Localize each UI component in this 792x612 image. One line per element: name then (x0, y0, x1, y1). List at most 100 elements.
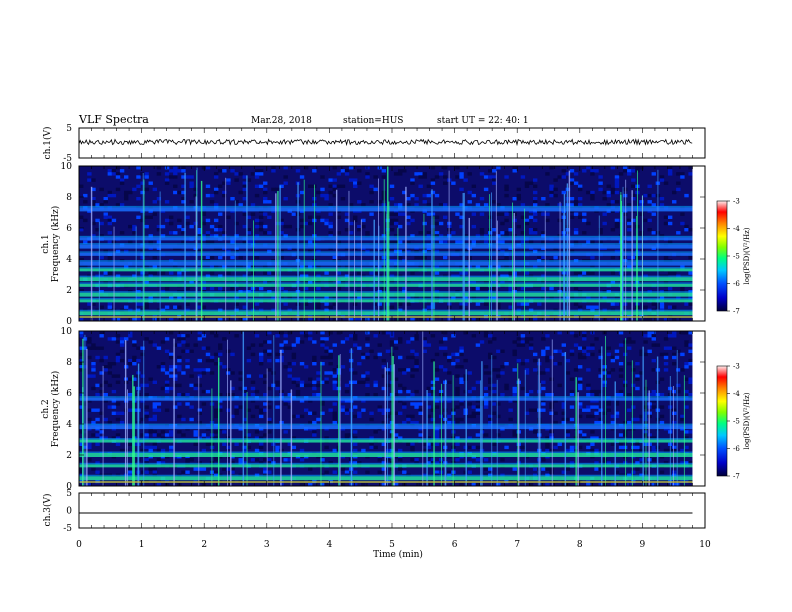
spec-noise-cell (434, 377, 440, 381)
spec-sferic (173, 338, 175, 486)
spec-sferic (303, 179, 305, 321)
spec-noise-cell (672, 305, 677, 309)
spec-noise-cell (659, 377, 665, 381)
spec-noise-cell (308, 215, 313, 219)
spec-noise-cell (385, 414, 391, 419)
spec-noise-cell (250, 414, 256, 419)
spec-noise-cell (442, 215, 448, 219)
spec-noise-cell (83, 193, 88, 198)
spec-sferic (393, 364, 395, 486)
spec-sferic (622, 186, 624, 321)
spec-noise-cell (528, 228, 534, 232)
spec-sferic (625, 338, 627, 486)
spec-noise-cell (308, 317, 313, 322)
spec-noise-cell (573, 203, 579, 207)
spec-noise-cell (164, 482, 170, 487)
spec-noise-cell (79, 365, 84, 369)
spec-noise-cell (320, 343, 325, 347)
spec-noise-cell (353, 430, 358, 434)
spec-noise-cell (549, 402, 554, 406)
spec-noise-cell (164, 380, 170, 384)
spec-noise-cell (549, 411, 554, 415)
spec-noise-cell (213, 203, 219, 207)
spec-noise-cell (353, 470, 358, 474)
spec-noise-cell (393, 172, 399, 176)
spec-noise-cell (185, 175, 190, 179)
spec-noise-cell (455, 365, 460, 369)
spec-noise-cell (299, 190, 305, 195)
spec-noise-cell (487, 417, 493, 422)
spec-noise-cell (230, 255, 235, 260)
spec-sferic (563, 213, 565, 321)
spec-noise-cell (152, 402, 158, 406)
spec-noise-cell (528, 337, 534, 341)
spec-noise-cell (267, 420, 272, 425)
ch2-spec-ylabel-line1: ch.2 (41, 399, 51, 418)
spec-noise-cell (684, 302, 689, 306)
spec-noise-cell (328, 371, 333, 375)
spec-noise-cell (242, 317, 247, 322)
spec-noise-cell (369, 442, 374, 446)
spec-noise-cell (434, 193, 440, 198)
spec-noise-cell (324, 193, 329, 198)
spec-noise-cell (610, 271, 616, 275)
spec-noise-cell (414, 172, 419, 176)
spec-noise-cell (594, 448, 599, 453)
spec-sferic (137, 391, 139, 486)
start-time-label: start UT = 22: 40: 1 (437, 116, 529, 126)
spec-noise-cell (226, 271, 231, 275)
spec-sferic (625, 179, 627, 321)
spec-noise-cell (119, 420, 125, 425)
ch2-spectrogram (79, 331, 705, 487)
spec-noise-cell (569, 377, 575, 381)
spec-noise-cell (357, 411, 362, 415)
spec-noise-cell (524, 184, 530, 188)
spec-noise-cell (586, 190, 591, 195)
spec-noise-cell (586, 482, 591, 487)
spec-noise-cell (582, 317, 587, 322)
spec-noise-cell (144, 175, 149, 179)
spec-noise-cell (610, 200, 616, 204)
spec-noise-cell (324, 346, 329, 350)
spec-noise-cell (250, 399, 256, 403)
spec-noise-cell (357, 224, 362, 229)
spec-noise-cell (361, 380, 366, 384)
spec-sferic (98, 221, 100, 321)
spec-noise-cell (263, 200, 268, 204)
spec-noise-cell (254, 430, 260, 434)
spec-noise-cell (455, 358, 460, 363)
spec-noise-cell (79, 317, 84, 322)
spec-noise-cell (303, 302, 309, 306)
spec-noise-cell (295, 337, 301, 341)
spec-noise-cell (230, 240, 235, 244)
spec-noise-cell (332, 374, 337, 378)
spec-sferic (143, 179, 145, 321)
spec-noise-cell (524, 358, 530, 363)
spec-noise-cell (226, 181, 231, 185)
spec-noise-cell (688, 343, 693, 347)
spec-noise-cell (459, 346, 464, 350)
spec-noise-cell (594, 467, 599, 471)
spec-noise-cell (193, 442, 198, 446)
spec-noise-cell (402, 286, 407, 291)
spec-noise-cell (148, 430, 153, 434)
spec-noise-cell (295, 377, 301, 381)
spec-noise-cell (218, 224, 223, 229)
spec-noise-cell (332, 383, 337, 388)
spec-noise-cell (545, 358, 550, 363)
spec-noise-cell (684, 331, 689, 335)
spec-noise-cell (614, 411, 620, 415)
spec-noise-cell (659, 197, 665, 201)
spec-noise-cell (295, 393, 301, 397)
spec-noise-cell (103, 215, 108, 219)
spec-noise-cell (246, 215, 252, 219)
spec-noise-cell (115, 317, 121, 322)
spec-sferic (648, 390, 650, 486)
spec-noise-cell (193, 430, 198, 434)
spec-noise-cell (164, 408, 170, 412)
spec-noise-cell (475, 458, 481, 462)
spec-noise-cell (680, 172, 685, 176)
spec-noise-cell (320, 337, 325, 341)
spec-noise-cell (115, 411, 121, 415)
spec-noise-cell (79, 458, 84, 462)
